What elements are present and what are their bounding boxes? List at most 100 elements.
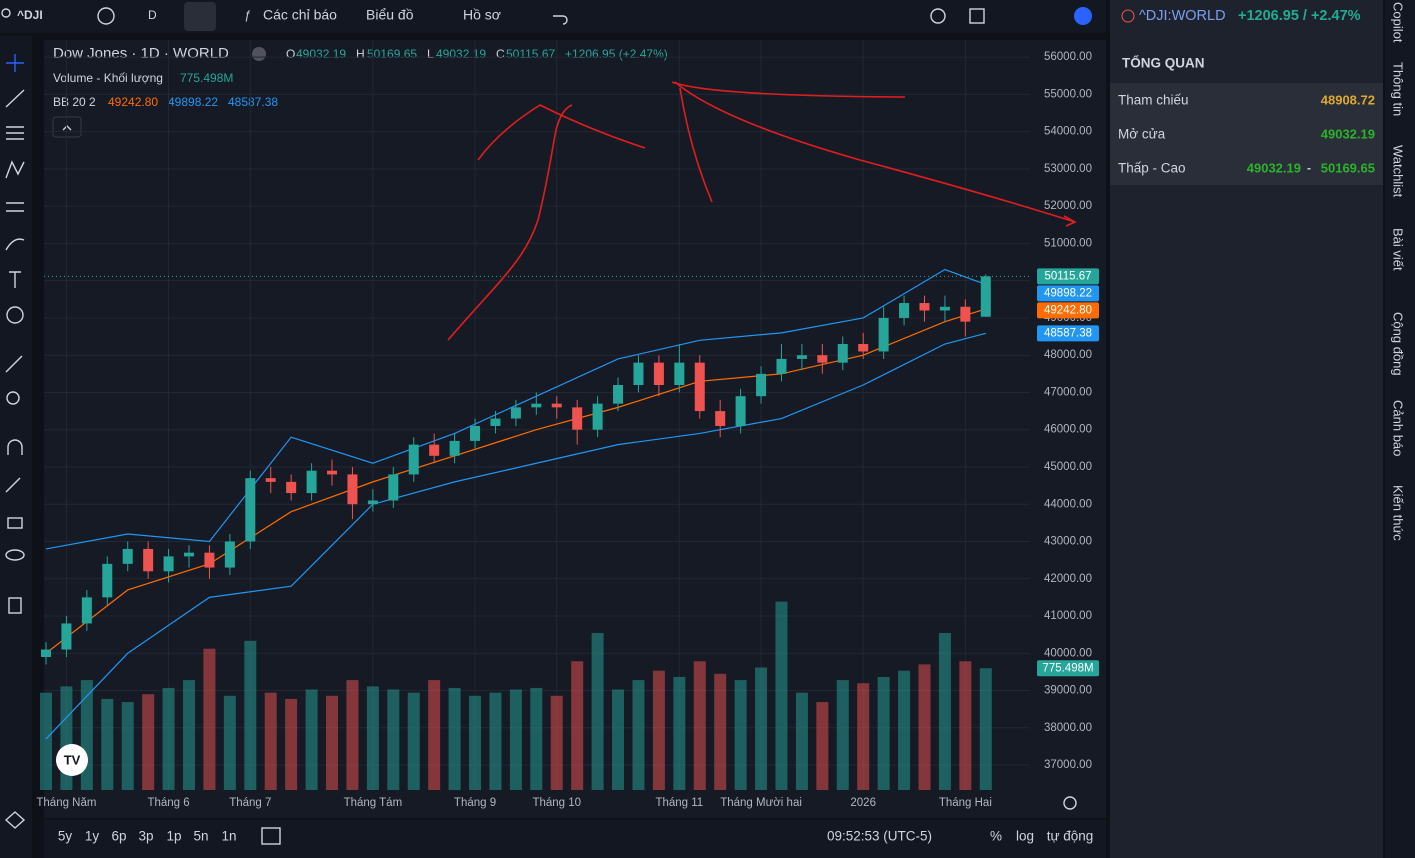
- ohlc-value: 50115.67: [506, 47, 555, 61]
- candle-body: [796, 355, 807, 359]
- range-button[interactable]: 6p: [111, 829, 126, 844]
- x-tick-label: Tháng 11: [655, 797, 703, 809]
- range-button[interactable]: 1y: [85, 829, 100, 844]
- volume-bar: [918, 664, 931, 790]
- indicators[interactable]: Các chỉ báo: [263, 7, 337, 23]
- y-tick-label: 37000.00: [1044, 759, 1092, 771]
- logo[interactable]: [1074, 7, 1092, 25]
- volume-bar: [285, 698, 298, 790]
- chevron: [62, 125, 72, 131]
- candle-body: [674, 362, 685, 386]
- volume-bar: [142, 694, 155, 790]
- x-tick-label: Tháng 10: [532, 797, 581, 809]
- volume-bar: [775, 601, 788, 790]
- candle-body: [163, 556, 174, 572]
- chart-menu[interactable]: Biểu đồ: [366, 7, 414, 23]
- range-button[interactable]: 1n: [221, 829, 236, 844]
- volume-bar: [326, 695, 339, 790]
- candle-body: [327, 470, 338, 475]
- candle-body: [490, 418, 501, 426]
- volume-bar: [836, 680, 849, 790]
- change: +1206.95 (+2.47%): [565, 47, 668, 61]
- fullscreen[interactable]: [969, 8, 985, 24]
- interval[interactable]: D: [148, 8, 157, 22]
- volume-bar: [816, 702, 829, 790]
- side-tab[interactable]: Cảnh báo: [1391, 400, 1406, 456]
- candle-body: [204, 552, 215, 568]
- collapse-dot[interactable]: [252, 47, 266, 61]
- fx-icon: ƒ: [244, 8, 251, 22]
- candle-body: [102, 563, 113, 598]
- scale-button[interactable]: %: [990, 829, 1002, 844]
- candle-body: [960, 306, 971, 322]
- clock-icon: [1121, 9, 1135, 23]
- ohlc-value: 49032.19: [296, 47, 346, 61]
- scale-button[interactable]: tự động: [1047, 829, 1094, 844]
- candle-body: [429, 444, 440, 456]
- side-tab[interactable]: Cộng đồng: [1391, 312, 1406, 376]
- range-button[interactable]: 1p: [166, 829, 181, 844]
- side-tab[interactable]: Copilot: [1391, 2, 1406, 43]
- scale-button[interactable]: log: [1016, 829, 1034, 844]
- candle-body: [899, 303, 910, 318]
- annotation-arrow: [674, 81, 1077, 227]
- candle-body: [510, 407, 521, 419]
- y-tick-label: 51000.00: [1044, 237, 1092, 249]
- volume-bar: [509, 689, 522, 790]
- volume-bar: [469, 695, 482, 790]
- y-tick-label: 47000.00: [1044, 386, 1092, 398]
- candle-body: [286, 481, 297, 494]
- side-tabs: [1385, 0, 1415, 858]
- undo[interactable]: [553, 15, 568, 25]
- candle-body: [531, 403, 542, 408]
- volume-bar: [632, 680, 645, 790]
- annotations: [447, 81, 1077, 341]
- candle-body: [408, 444, 419, 475]
- volume-bar: [714, 673, 727, 790]
- x-tick-label: 2026: [850, 797, 876, 809]
- range-button[interactable]: 5n: [193, 829, 208, 844]
- axis-settings[interactable]: [1063, 796, 1077, 810]
- tools: [4, 54, 26, 829]
- settings[interactable]: [930, 8, 946, 24]
- candle-button[interactable]: [184, 2, 216, 31]
- left-toolbar: [0, 36, 32, 858]
- row-value: 49032.19: [1247, 160, 1301, 175]
- volume-bar: [121, 702, 134, 790]
- candle-body: [572, 407, 583, 430]
- side-tab[interactable]: Kiến thức: [1391, 485, 1406, 541]
- y-tick-label: 54000.00: [1044, 126, 1092, 138]
- range-button[interactable]: 3p: [138, 829, 153, 844]
- symbol[interactable]: ^DJI: [17, 8, 43, 22]
- search-icon[interactable]: [1, 8, 11, 18]
- volume-value: 775.498M: [180, 71, 233, 85]
- add-icon[interactable]: [97, 7, 115, 25]
- stats-box: [1110, 85, 1383, 185]
- annotation-stroke: [679, 87, 713, 203]
- candle-body: [224, 541, 235, 568]
- range-button[interactable]: 5y: [58, 829, 73, 844]
- side-tab[interactable]: Thông tin: [1391, 62, 1406, 116]
- volume-legend: Volume - Khối lượng: [53, 71, 163, 85]
- side-tab[interactable]: Bài viết: [1391, 228, 1406, 271]
- candle-body: [837, 344, 848, 363]
- ohlc-label: C: [496, 47, 505, 61]
- price-tag-label: 50115.67: [1044, 270, 1091, 282]
- bb-value: 48587.38: [228, 95, 278, 109]
- ohlc-label: L: [427, 47, 434, 61]
- date-range-icon[interactable]: [261, 827, 281, 845]
- price-tag: [1037, 285, 1099, 302]
- tv-badge[interactable]: [56, 744, 88, 776]
- row-label: Thấp - Cao: [1118, 161, 1186, 176]
- volume-bar: [612, 689, 625, 790]
- y-tick-label: 38000.00: [1044, 722, 1092, 734]
- volume-bar: [591, 632, 604, 790]
- candle-body: [265, 478, 276, 482]
- collapse-button[interactable]: [52, 116, 82, 138]
- side-tab[interactable]: Watchlist: [1391, 145, 1406, 198]
- candle-body: [919, 303, 930, 311]
- profile-menu[interactable]: Hồ sơ: [463, 7, 501, 23]
- x-tick-label: Tháng 9: [454, 797, 496, 809]
- volume-bar: [734, 680, 747, 790]
- y-tick-label: 45000.00: [1044, 461, 1092, 473]
